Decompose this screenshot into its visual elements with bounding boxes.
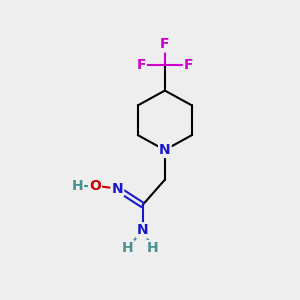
Text: F: F bbox=[160, 38, 170, 52]
Text: F: F bbox=[184, 58, 194, 72]
Text: N: N bbox=[112, 182, 123, 196]
Text: H: H bbox=[122, 241, 134, 255]
Text: N: N bbox=[159, 143, 171, 157]
Text: F: F bbox=[136, 58, 146, 72]
Text: H: H bbox=[147, 241, 159, 255]
Text: O: O bbox=[89, 179, 101, 193]
Text: N: N bbox=[137, 223, 148, 237]
Text: H: H bbox=[71, 179, 83, 193]
